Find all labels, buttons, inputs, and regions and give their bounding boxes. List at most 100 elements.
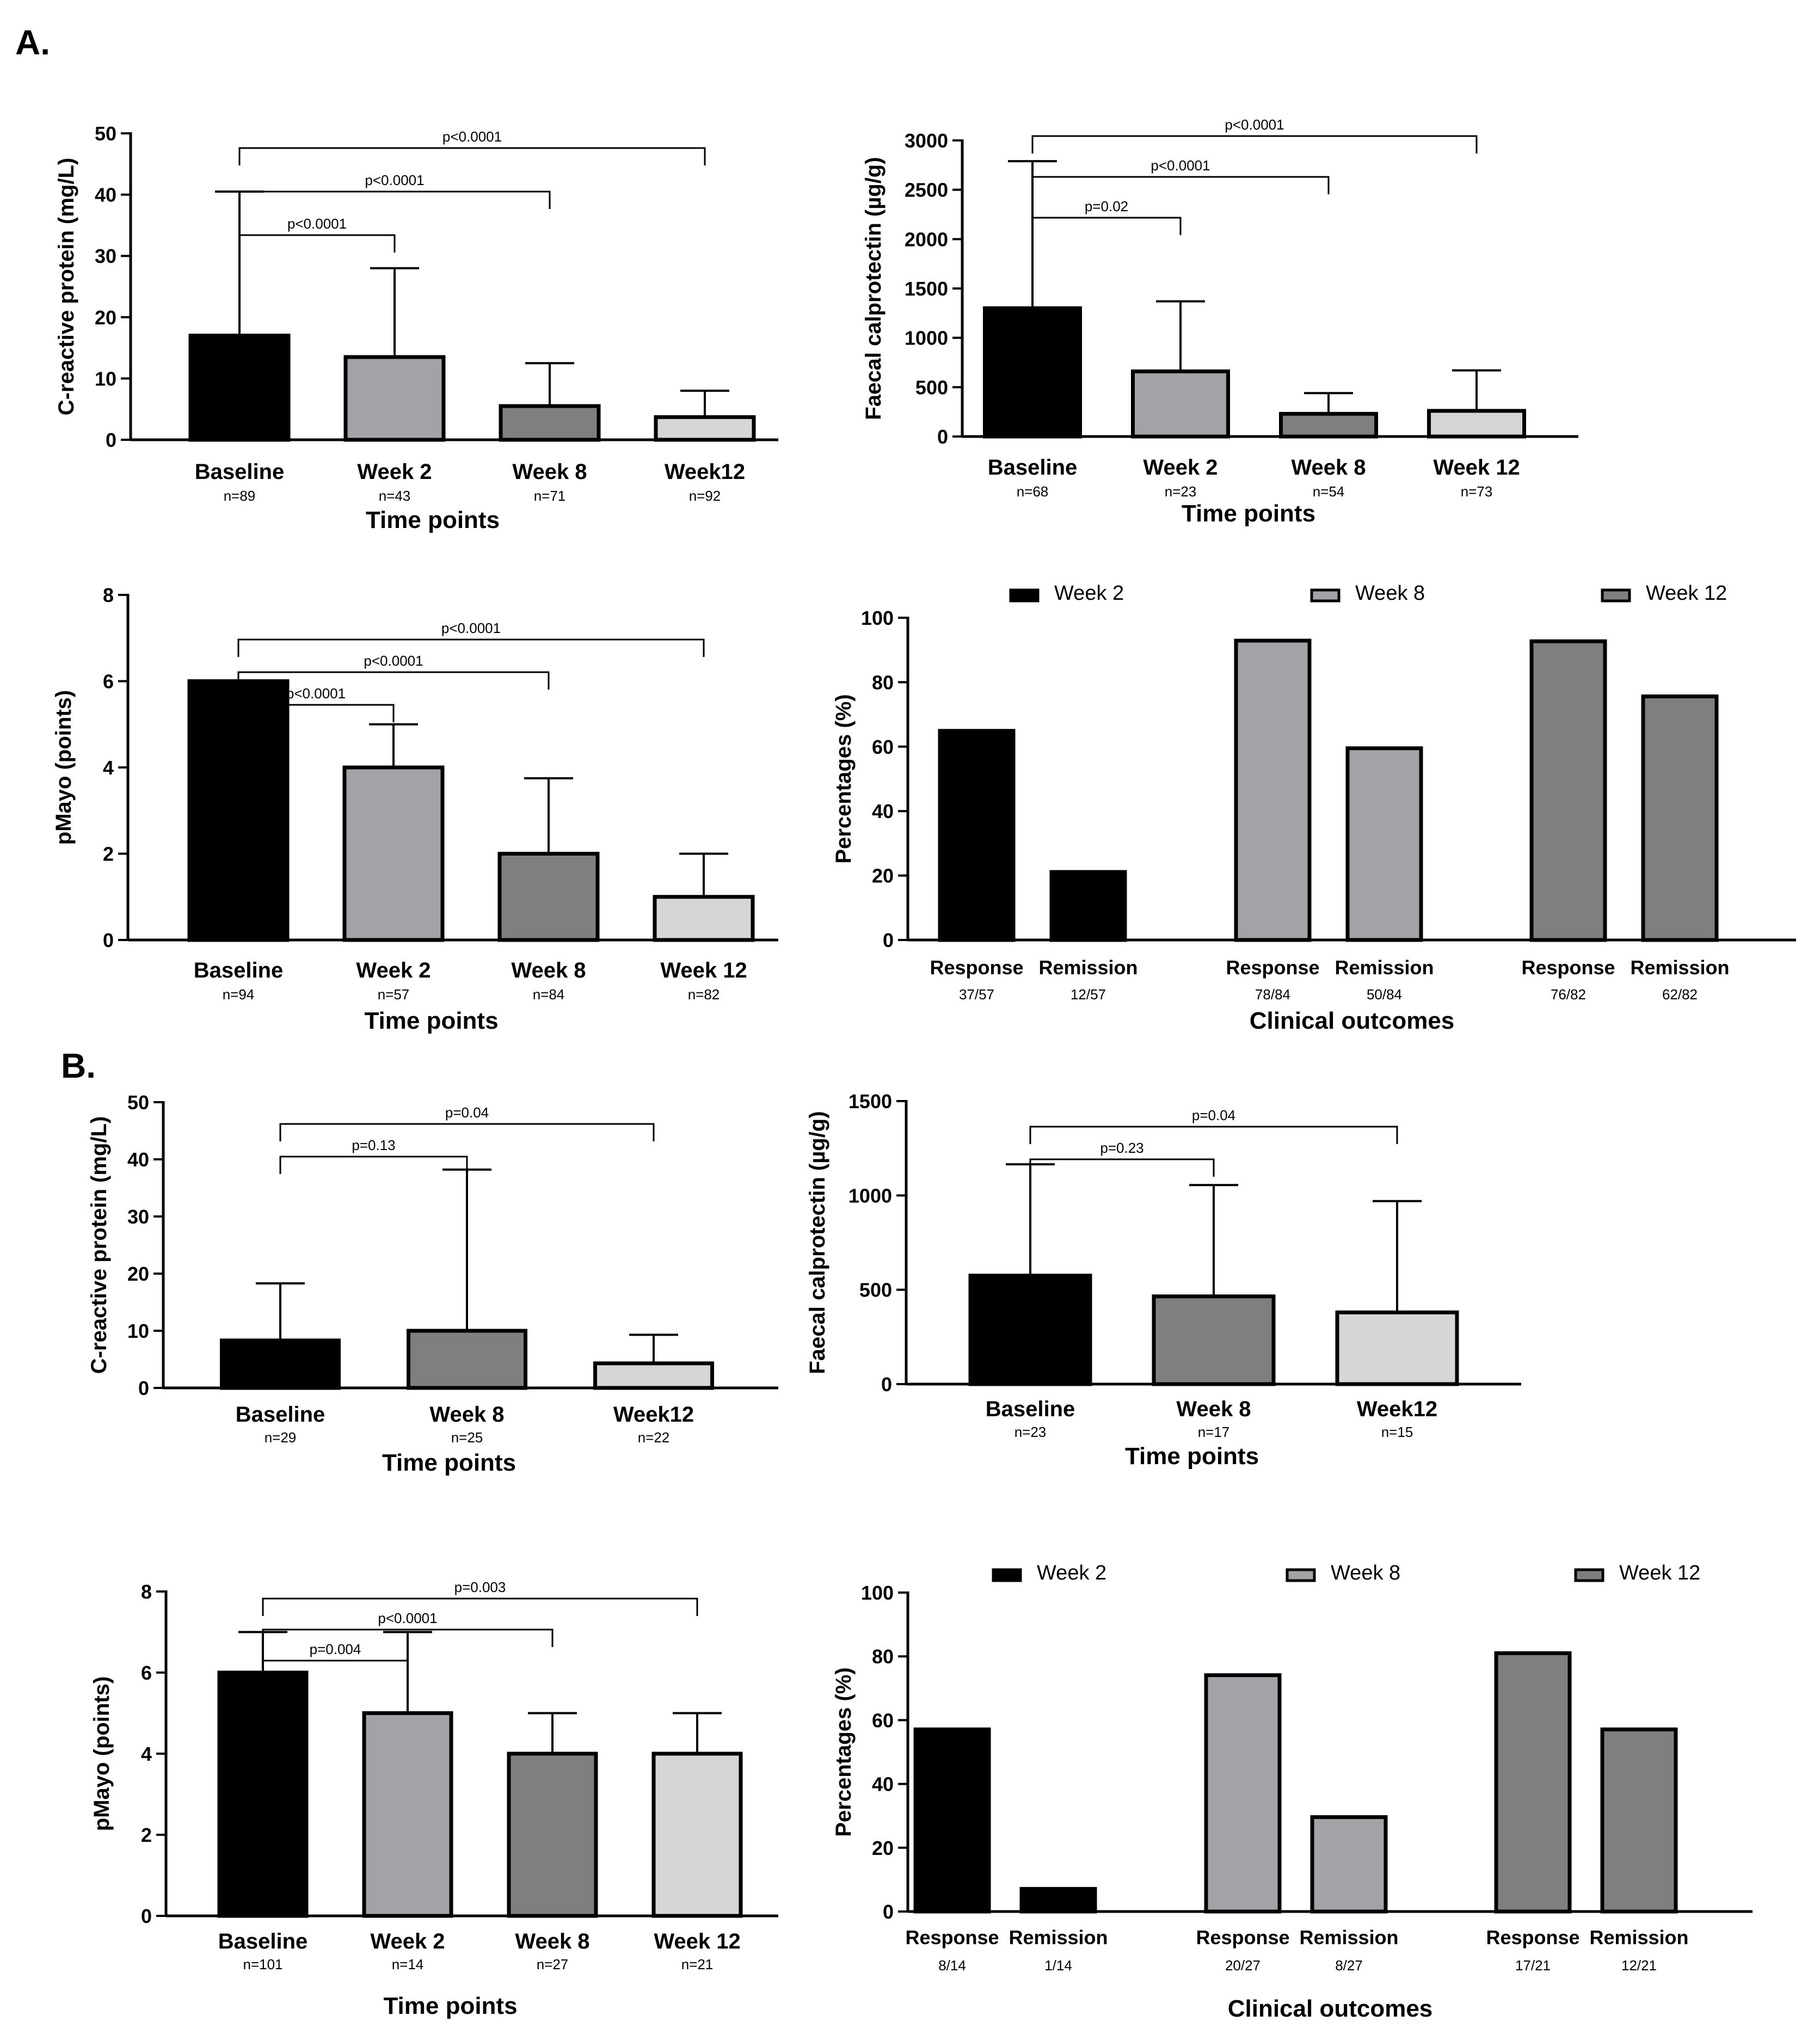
legend-label: Week 12 bbox=[1619, 1562, 1700, 1584]
y-tick-label: 0 bbox=[106, 429, 116, 451]
sample-size-label: n=27 bbox=[537, 1956, 569, 1972]
y-tick-label: 30 bbox=[95, 245, 116, 267]
sample-size-label: n=101 bbox=[243, 1956, 282, 1972]
fraction-label: 1/14 bbox=[1044, 1957, 1072, 1974]
y-tick-label: 6 bbox=[141, 1662, 152, 1684]
y-tick-label: 0 bbox=[883, 1901, 894, 1923]
p-value-label: p=0.04 bbox=[1192, 1107, 1235, 1123]
legend-swatch bbox=[1310, 588, 1341, 603]
y-axis-title: C-reactive protein (mg/L) bbox=[54, 158, 78, 415]
bar-week-8 bbox=[1279, 411, 1378, 439]
sample-size-label: n=15 bbox=[1381, 1424, 1413, 1440]
x-category-label: Week 12 bbox=[1433, 456, 1520, 480]
significance-bracket bbox=[237, 671, 550, 690]
x-category-label: Response bbox=[905, 1926, 999, 1949]
legend-label: Week 2 bbox=[1054, 582, 1124, 605]
y-tick-label: 1000 bbox=[905, 327, 948, 349]
significance-bracket bbox=[279, 1123, 655, 1141]
chart-A-pmayo: 0 2 4 6 8 pMayo (points) Time points Baseline n=… bbox=[52, 584, 778, 1034]
sample-size-label: n=54 bbox=[1313, 483, 1345, 500]
y-tick-label: 1500 bbox=[848, 1090, 892, 1113]
x-category-label: Week 2 bbox=[357, 460, 432, 484]
chart-A-outcomes: 0 20 40 60 80 100 Percentages (%) Clinical outc… bbox=[832, 582, 1796, 1034]
y-axis-title: C-reactive protein (mg/L) bbox=[87, 1116, 111, 1374]
y-tick-label: 40 bbox=[95, 184, 116, 206]
y-tick-label: 2000 bbox=[905, 228, 948, 250]
y-tick-label: 500 bbox=[859, 1279, 892, 1301]
significance-bracket bbox=[1031, 135, 1478, 153]
bar-response-week-2 bbox=[938, 729, 1016, 942]
legend-label: Week 12 bbox=[1646, 582, 1727, 605]
chart-A-fc: 0 500 1000 1500 2000 2500 3000 Faecal calprotec… bbox=[862, 116, 1578, 527]
p-value-label: p<0.0001 bbox=[1225, 116, 1284, 133]
x-axis-title: Clinical outcomes bbox=[1228, 1995, 1433, 2022]
x-category-label: Baseline bbox=[236, 1403, 325, 1427]
x-category-label: Response bbox=[930, 956, 1023, 979]
bar-remission-week-12 bbox=[1641, 694, 1719, 942]
y-tick-label: 8 bbox=[141, 1581, 152, 1603]
sample-size-label: n=17 bbox=[1198, 1424, 1230, 1440]
y-tick-label: 0 bbox=[103, 929, 114, 951]
x-category-label: Week 2 bbox=[1143, 456, 1218, 480]
y-tick-label: 0 bbox=[141, 1905, 152, 1927]
x-category-label: Remission bbox=[1630, 956, 1729, 979]
panel-label-b: B. bbox=[61, 1046, 96, 1085]
y-axis-title: pMayo (points) bbox=[52, 690, 76, 845]
x-axis-title: Time points bbox=[382, 1449, 516, 1476]
y-tick-label: 0 bbox=[883, 929, 894, 951]
y-tick-label: 4 bbox=[103, 757, 114, 779]
p-value-label: p=0.13 bbox=[352, 1137, 395, 1153]
p-value-label: p<0.0001 bbox=[378, 1610, 437, 1626]
x-category-label: Week 12 bbox=[660, 958, 747, 982]
p-value-label: p<0.0001 bbox=[1151, 157, 1210, 174]
bar-week-8 bbox=[497, 852, 600, 942]
sample-size-label: n=94 bbox=[223, 986, 255, 1003]
bar-response-week-2 bbox=[913, 1727, 991, 1914]
x-category-label: Week 8 bbox=[1176, 1397, 1251, 1421]
bar-response-week-12 bbox=[1529, 639, 1607, 942]
chart-B-pmayo: 0 2 4 6 8 pMayo (points) Time points Baseline n=… bbox=[90, 1579, 778, 2019]
x-category-label: Week 8 bbox=[1291, 456, 1366, 480]
chart-B-crp: 0 10 20 30 40 50 C-reactive protein (mg/L) Time… bbox=[87, 1091, 778, 1476]
bar-week-12 bbox=[651, 1752, 743, 1918]
p-value-label: p=0.004 bbox=[310, 1641, 361, 1657]
sample-size-label: n=14 bbox=[392, 1956, 424, 1972]
y-tick-label: 60 bbox=[872, 736, 894, 758]
x-category-label: Baseline bbox=[195, 460, 285, 484]
y-tick-label: 8 bbox=[103, 584, 114, 606]
x-category-label: Remission bbox=[1335, 956, 1434, 979]
x-category-label: Week12 bbox=[613, 1403, 694, 1427]
sample-size-label: n=84 bbox=[533, 986, 565, 1003]
bar-week12 bbox=[1335, 1310, 1459, 1386]
legend-swatch bbox=[1286, 1568, 1316, 1582]
sample-size-label: n=43 bbox=[379, 488, 411, 504]
y-tick-label: 20 bbox=[872, 1837, 894, 1859]
y-axis-title: Faecal calprotectin (µg/g) bbox=[806, 1111, 829, 1374]
bar-remission-week-8 bbox=[1345, 746, 1423, 942]
bar-week-8 bbox=[499, 404, 601, 442]
x-category-label: Baseline bbox=[988, 456, 1078, 480]
x-axis-title: Clinical outcomes bbox=[1250, 1007, 1455, 1034]
bar-remission-week-2 bbox=[1049, 870, 1127, 942]
fraction-label: 62/82 bbox=[1662, 986, 1698, 1003]
y-tick-label: 20 bbox=[872, 865, 894, 887]
sample-size-label: n=57 bbox=[378, 986, 410, 1003]
y-tick-label: 50 bbox=[127, 1091, 149, 1114]
legend-label: Week 2 bbox=[1037, 1562, 1106, 1584]
y-tick-label: 2 bbox=[103, 843, 114, 865]
x-category-label: Baseline bbox=[218, 1929, 308, 1953]
y-tick-label: 40 bbox=[872, 800, 894, 822]
bar-week-2 bbox=[342, 765, 445, 942]
significance-bracket bbox=[237, 638, 705, 657]
y-tick-label: 1000 bbox=[848, 1184, 892, 1207]
y-tick-label: 0 bbox=[138, 1377, 149, 1399]
significance-bracket bbox=[1031, 176, 1330, 194]
bar-remission-week-2 bbox=[1019, 1886, 1097, 1914]
x-category-label: Response bbox=[1521, 956, 1615, 979]
x-category-label: Response bbox=[1226, 956, 1319, 979]
y-tick-label: 20 bbox=[127, 1263, 149, 1285]
bar-response-week-12 bbox=[1494, 1651, 1572, 1914]
bar-remission-week-8 bbox=[1310, 1815, 1388, 1914]
p-value-label: p=0.003 bbox=[454, 1579, 506, 1595]
